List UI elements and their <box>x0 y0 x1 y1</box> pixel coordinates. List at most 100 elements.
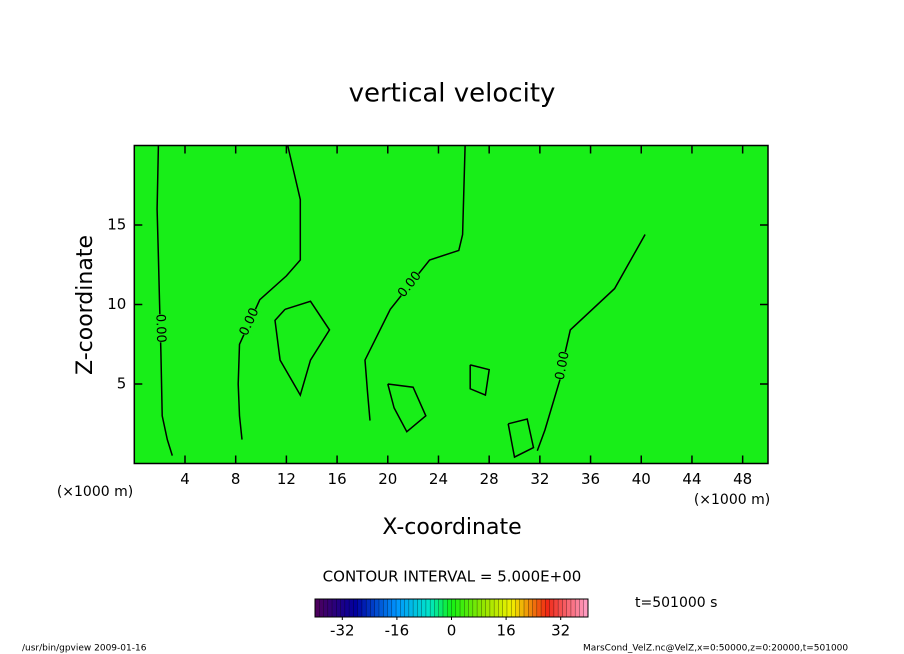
colorbar-cell <box>370 599 376 617</box>
colorbar-cell <box>361 599 367 617</box>
colorbar-cell <box>549 599 555 617</box>
colorbar-cell <box>579 599 585 617</box>
colorbar-cell <box>438 599 444 617</box>
colorbar-cell <box>396 599 401 617</box>
colorbar-cell <box>515 599 521 617</box>
colorbar-cell <box>344 599 350 617</box>
contour-label: 0.00 <box>152 314 168 343</box>
colorbar-tick-label: 16 <box>497 622 516 640</box>
plot-background <box>134 145 769 464</box>
colorbar-cell <box>353 599 358 617</box>
colorbar-cell <box>327 599 333 617</box>
colorbar-cell <box>323 599 329 617</box>
colorbar-cell <box>391 599 397 617</box>
x-tick-label: 48 <box>733 470 752 488</box>
contour-label-bg <box>553 350 573 381</box>
contour-line <box>274 300 331 397</box>
contour-line <box>237 145 302 440</box>
colorbar-cell <box>489 599 495 617</box>
colorbar-cell <box>519 599 525 617</box>
colorbar-cell <box>315 599 320 617</box>
colorbar-cell <box>425 599 431 617</box>
colorbar-cell <box>477 599 482 617</box>
x-tick-label: 24 <box>429 470 448 488</box>
colorbar-cell <box>349 599 354 617</box>
colorbar-cell <box>575 599 580 617</box>
colorbar-cell <box>378 599 384 617</box>
colorbar-tick-label: 0 <box>447 622 457 640</box>
colorbar-cell <box>553 599 559 617</box>
colorbar-tick-label: -16 <box>385 622 410 640</box>
colorbar-cell <box>558 599 563 617</box>
colorbar-cell <box>387 599 393 617</box>
x-tick-label: 36 <box>581 470 600 488</box>
footer-right: MarsCond_VelZ.nc@VelZ,x=0:50000,z=0:2000… <box>583 644 848 654</box>
colorbar-tick-label: -32 <box>330 622 355 640</box>
x-tick-label: 12 <box>277 470 296 488</box>
colorbar-cell <box>502 599 508 617</box>
colorbar-cell <box>447 599 452 617</box>
colorbar-cell <box>421 599 427 617</box>
colorbar-cell <box>413 599 418 617</box>
contour-label-bg <box>152 314 168 343</box>
colorbar-cell <box>460 599 465 617</box>
colorbar-cell <box>566 599 572 617</box>
contour-label: 0.00 <box>553 350 573 381</box>
colorbar-cell <box>455 599 461 617</box>
x-tick-label: 20 <box>378 470 397 488</box>
contour-label-bg <box>237 306 262 338</box>
contour-line <box>469 364 491 397</box>
chart-title: vertical velocity <box>349 79 556 109</box>
colorbar-cell <box>336 599 341 617</box>
colorbar-cell <box>404 599 410 617</box>
colorbar-cell <box>570 599 576 617</box>
x-unit-right: (×1000 m) <box>694 492 770 508</box>
colorbar-cell <box>494 599 499 617</box>
colorbar-cell <box>357 599 363 617</box>
colorbar-cell <box>383 599 388 617</box>
colorbar-cell <box>374 599 380 617</box>
colorbar-cell <box>340 599 346 617</box>
x-tick-label: 44 <box>682 470 701 488</box>
colorbar-cell <box>485 599 491 617</box>
colorbar-cell <box>400 599 405 617</box>
colorbar-cell <box>511 599 516 617</box>
time-label: t=501000 s <box>635 595 717 611</box>
colorbar-cell <box>524 599 529 617</box>
colorbar-cell <box>472 599 478 617</box>
contour-line <box>387 383 427 433</box>
colorbar-cell <box>451 599 457 617</box>
y-tick-label: 5 <box>117 375 127 393</box>
colorbar-cell <box>562 599 567 617</box>
contour-label-bg <box>395 269 425 300</box>
colorbar-cell <box>498 599 503 617</box>
colorbar-cell <box>532 599 538 617</box>
colorbar-cell <box>506 599 512 617</box>
footer-left: /usr/bin/gpview 2009-01-16 <box>22 644 147 654</box>
x-tick-label: 40 <box>632 470 651 488</box>
colorbar-cell <box>319 599 324 617</box>
contour-line <box>507 418 535 459</box>
y-tick-label: 15 <box>107 216 126 234</box>
colorbar-cell <box>464 599 469 617</box>
x-tick-label: 28 <box>480 470 499 488</box>
colorbar-cell <box>545 599 550 617</box>
colorbar-cell <box>408 599 414 617</box>
x-tick-label: 8 <box>231 470 241 488</box>
colorbar-cell <box>541 599 546 617</box>
colorbar-cell <box>430 599 435 617</box>
x-tick-label: 4 <box>180 470 190 488</box>
colorbar-cell <box>481 599 486 617</box>
colorbar-cell <box>583 599 589 617</box>
colorbar-cell <box>417 599 422 617</box>
y-tick-label: 10 <box>107 295 126 313</box>
contour-interval: CONTOUR INTERVAL = 5.000E+00 <box>323 568 582 586</box>
colorbar-cell <box>434 599 440 617</box>
x-unit-left: (×1000 m) <box>57 484 133 500</box>
colorbar-cell <box>332 599 337 617</box>
colorbar-cell <box>528 599 533 617</box>
colorbar-tick-label: 32 <box>551 622 570 640</box>
x-tick-label: 32 <box>530 470 549 488</box>
x-axis-label: X-coordinate <box>382 515 521 540</box>
